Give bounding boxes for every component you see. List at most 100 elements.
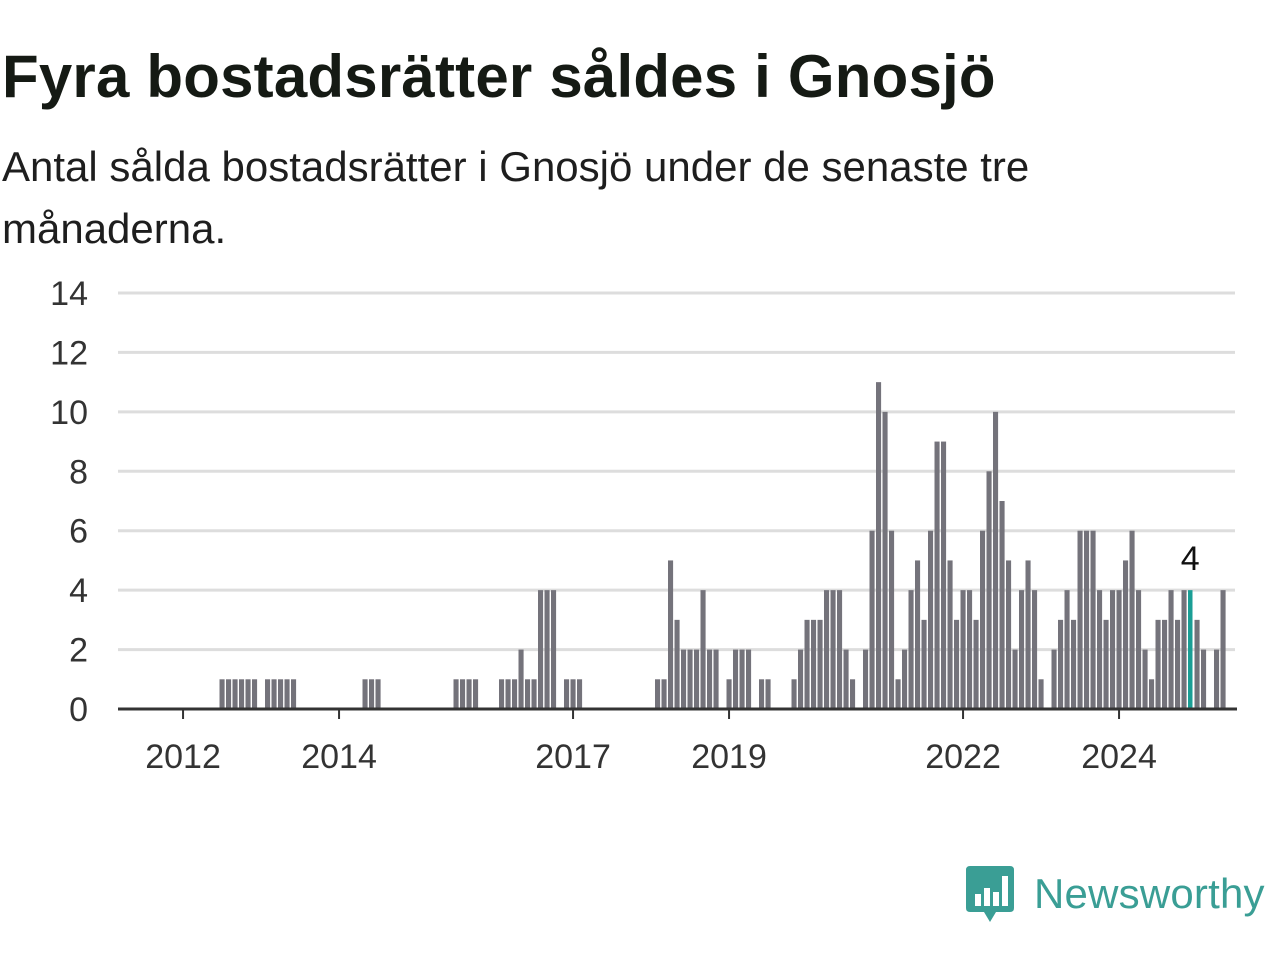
bar [564,679,570,709]
bar [915,560,921,709]
bar [265,679,271,709]
bar [687,649,693,709]
bar [375,679,381,709]
bar [1168,590,1174,709]
bar [765,679,771,709]
y-tick-label: 4 [69,572,88,610]
bar [551,590,557,709]
bar [453,679,459,709]
y-tick-label: 2 [69,632,88,670]
bar [505,679,511,709]
bar [278,679,284,709]
bar [1220,590,1226,709]
bar [895,679,901,709]
bar [980,530,986,709]
y-axis-ticks: 0 2 4 6 8 10 12 14 [50,275,88,729]
bar [993,411,999,709]
bar [928,530,934,709]
bar [843,649,849,709]
bar [544,590,550,709]
bar [824,590,830,709]
bar [999,501,1005,709]
bar [1058,619,1064,709]
bar [739,649,745,709]
gridlines [118,291,1235,652]
bar [525,679,531,709]
newsworthy-bar-chart-bubble-icon [966,866,1014,922]
bar [232,679,238,709]
bar [1084,530,1090,709]
bar [804,619,810,709]
bar [460,679,466,709]
bar [239,679,245,709]
highlight-bar [1188,590,1193,709]
bar [921,619,927,709]
bar [798,649,804,709]
y-tick-label: 0 [69,691,88,729]
bar [1064,590,1070,709]
bar [681,649,687,709]
y-tick-label: 12 [50,334,88,372]
bar [271,679,277,709]
bar [1071,619,1077,709]
y-tick-label: 10 [50,394,88,432]
bar [746,649,752,709]
bar [1006,560,1012,709]
bar [967,590,973,709]
bar [889,530,895,709]
highlight-value-label: 4 [1181,540,1200,578]
bar [960,590,966,709]
bar [1051,649,1057,709]
bar [986,471,992,709]
bar [830,590,836,709]
bar [1038,679,1044,709]
newsworthy-logo: Newsworthy [964,864,1265,924]
bar [700,590,706,709]
bar [252,679,258,709]
x-tick-label: 2014 [301,738,377,776]
bar [1194,619,1200,709]
bar [369,679,375,709]
bar [1090,530,1096,709]
y-tick-label: 8 [69,453,88,491]
bar [869,530,875,709]
bar [1181,590,1187,709]
bar [850,679,856,709]
bar [1103,619,1109,709]
brand-name: Newsworthy [1034,870,1265,917]
bar [499,679,505,709]
bar [291,679,297,709]
bar [1025,560,1031,709]
bar [759,679,765,709]
bar [1149,679,1155,709]
x-tick-label: 2024 [1081,738,1157,776]
bar [577,679,583,709]
chart-title: Fyra bostadsrätter såldes i Gnosjö [2,43,996,110]
bar [941,441,947,709]
x-tick-label: 2017 [535,738,611,776]
bar [473,679,479,709]
bar [733,649,739,709]
bar [362,679,368,709]
bar [1032,590,1038,709]
bar [817,619,823,709]
bar [791,679,797,709]
bar [876,382,882,709]
bar [954,619,960,709]
bar [538,590,544,709]
bar [1123,560,1129,709]
bar [219,679,225,709]
bar [518,649,524,709]
bar [674,619,680,709]
x-tick-label: 2019 [691,738,767,776]
x-axis-ticks: 2012 2014 2017 2019 2022 2024 [145,709,1157,776]
y-tick-label: 6 [69,513,88,551]
bar [245,679,251,709]
bar [1162,619,1168,709]
bar [512,679,518,709]
bar [284,679,290,709]
bars [219,382,1226,709]
bar-chart: 0 2 4 6 8 10 12 14 2012 2014 2017 2019 2022 2024 4 [50,275,1237,776]
x-tick-label: 2022 [925,738,1001,776]
bar [837,590,843,709]
